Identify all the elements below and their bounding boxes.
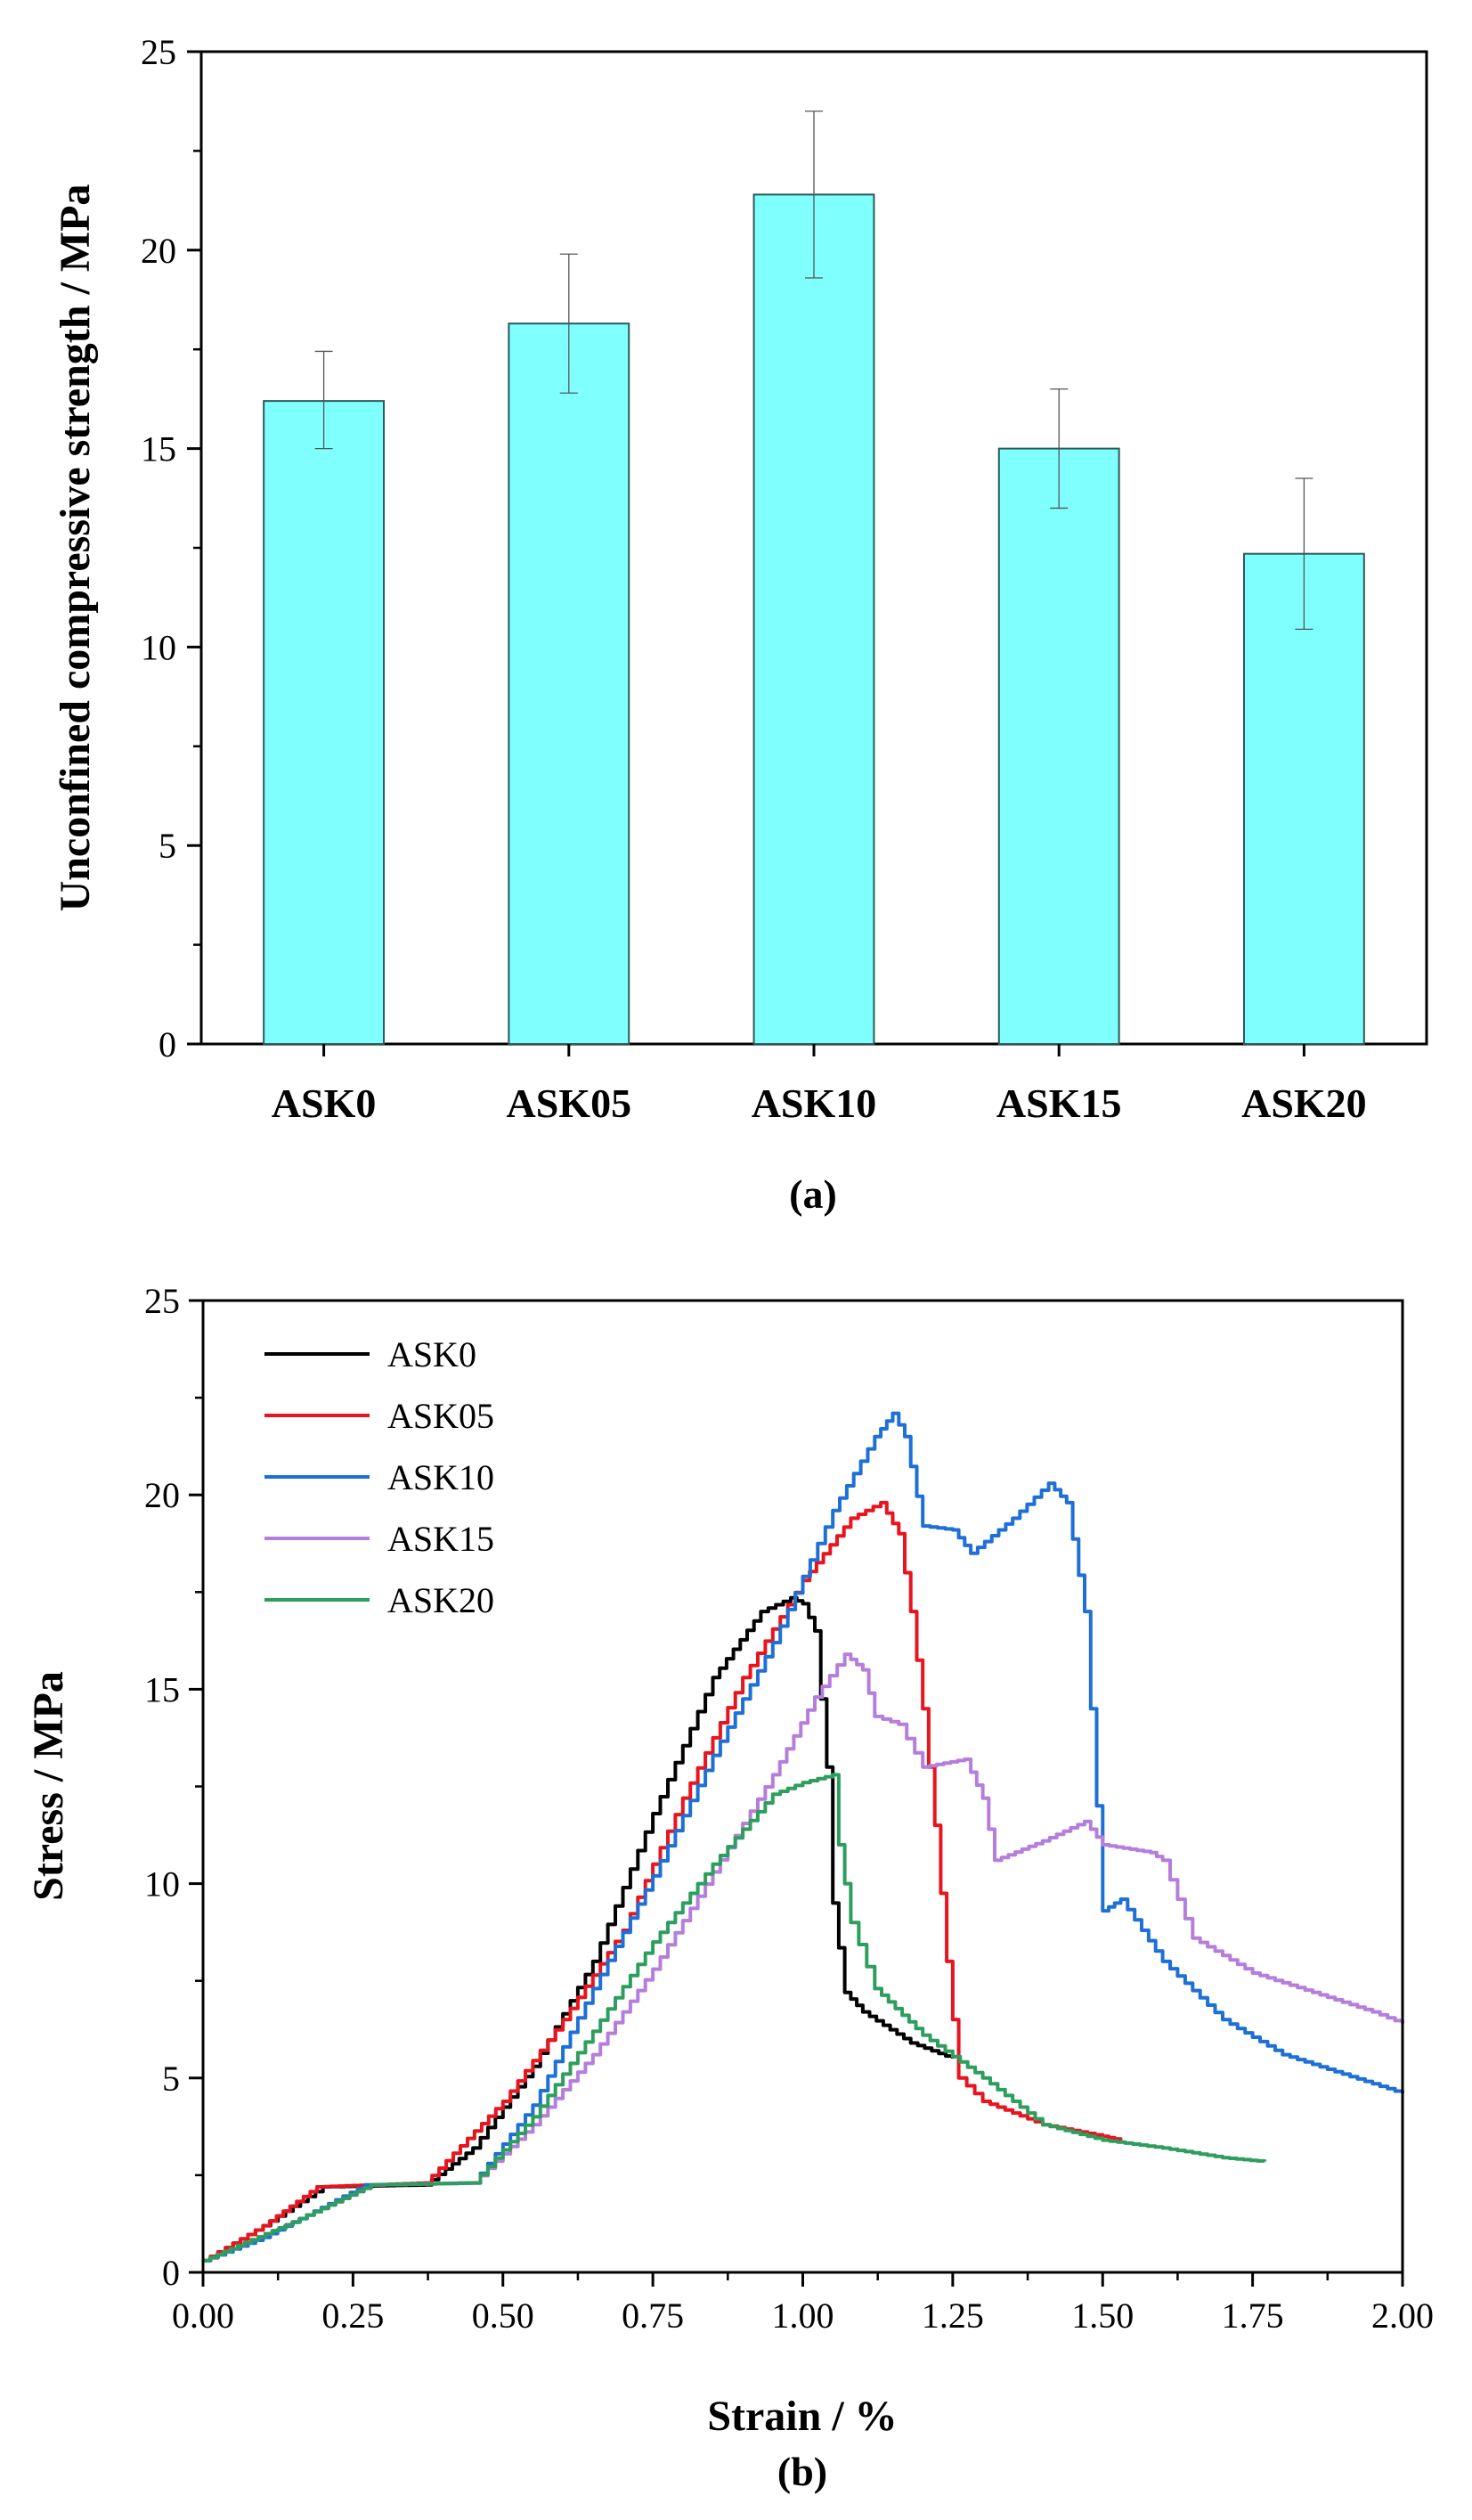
x-tick-label-ask10: ASK10 bbox=[752, 1081, 877, 1126]
legend-label-ask05: ASK05 bbox=[387, 1396, 494, 1436]
y-tick-label: 5 bbox=[159, 826, 176, 866]
y-tick-label: 15 bbox=[144, 1669, 180, 1709]
line-chart-y-axis-title: Stress / MPa bbox=[25, 1671, 72, 1901]
line-chart-x-axis: 0.00 0.25 0.50 0.75 1.00 1.25 1.50 1.75 2.00 bbox=[172, 2272, 1434, 2336]
x-tick-label: 0.25 bbox=[321, 2296, 384, 2336]
x-tick-label-ask20: ASK20 bbox=[1241, 1081, 1367, 1126]
x-tick-label: 1.50 bbox=[1071, 2296, 1134, 2336]
legend-label-ask15: ASK15 bbox=[387, 1519, 494, 1559]
legend-label-ask20: ASK20 bbox=[387, 1580, 494, 1620]
y-tick-label: 20 bbox=[144, 1475, 180, 1515]
y-tick-label: 10 bbox=[144, 1864, 180, 1904]
bar-ask0 bbox=[263, 400, 386, 1045]
x-tick-label: 1.00 bbox=[772, 2296, 834, 2336]
y-tick-label: 0 bbox=[159, 1024, 176, 1064]
x-tick-label-ask05: ASK05 bbox=[507, 1081, 632, 1126]
y-tick-label: 15 bbox=[141, 429, 176, 469]
series-line-ask10 bbox=[203, 1411, 1404, 2263]
y-tick-label: 25 bbox=[141, 32, 176, 72]
series-line-ask15 bbox=[203, 1652, 1404, 2263]
line-chart-x-axis-title: Strain / % bbox=[707, 2393, 897, 2440]
bar-chart-panel: 0 5 10 15 20 25 ASK0 ASK05 ASK10 ASK15 ASK20 Unco… bbox=[52, 32, 1428, 1217]
bar-chart-y-axis-title: Unconfined compressive strength / MPa bbox=[52, 184, 99, 912]
bar-series bbox=[263, 193, 1365, 1046]
series-line-ask20 bbox=[203, 1773, 1267, 2263]
series-line-ask05 bbox=[203, 1500, 1123, 2263]
x-tick-label: 1.75 bbox=[1222, 2296, 1284, 2336]
legend-label-ask10: ASK10 bbox=[387, 1457, 494, 1497]
x-tick-label: 1.25 bbox=[922, 2296, 984, 2336]
bar-ask10 bbox=[752, 193, 875, 1045]
x-tick-label: 2.00 bbox=[1371, 2296, 1434, 2336]
y-tick-label: 25 bbox=[144, 1281, 180, 1321]
line-chart-panel: 0 5 10 15 20 25 0.00 0.25 0.50 0.75 1.00 1.25 1.50 1… bbox=[25, 1281, 1434, 2494]
panel-label-a: (a) bbox=[789, 1171, 837, 1217]
line-series bbox=[203, 1411, 1404, 2263]
bar-chart-y-axis: 0 5 10 15 20 25 bbox=[141, 32, 201, 1064]
y-tick-label: 10 bbox=[141, 627, 176, 667]
bar-chart-x-axis: ASK0 ASK05 ASK10 ASK15 ASK20 bbox=[272, 1044, 1367, 1126]
y-tick-label: 5 bbox=[162, 2059, 180, 2099]
x-tick-label: 0.50 bbox=[472, 2296, 534, 2336]
x-tick-label: 0.75 bbox=[622, 2296, 684, 2336]
line-chart-y-axis: 0 5 10 15 20 25 bbox=[144, 1281, 203, 2293]
x-tick-label: 0.00 bbox=[172, 2296, 234, 2336]
bar-ask15 bbox=[997, 447, 1120, 1046]
bar-ask05 bbox=[508, 322, 630, 1045]
error-bar-series bbox=[314, 110, 1313, 630]
y-tick-label: 20 bbox=[141, 231, 176, 271]
panel-label-b: (b) bbox=[777, 2449, 827, 2494]
legend: ASK0 ASK05 ASK10 ASK15 ASK20 bbox=[264, 1334, 494, 1620]
x-tick-label-ask15: ASK15 bbox=[996, 1081, 1122, 1126]
series-line-ask0 bbox=[203, 1595, 955, 2263]
legend-label-ask0: ASK0 bbox=[387, 1334, 476, 1374]
x-tick-label-ask0: ASK0 bbox=[272, 1081, 377, 1126]
y-tick-label: 0 bbox=[162, 2253, 180, 2293]
